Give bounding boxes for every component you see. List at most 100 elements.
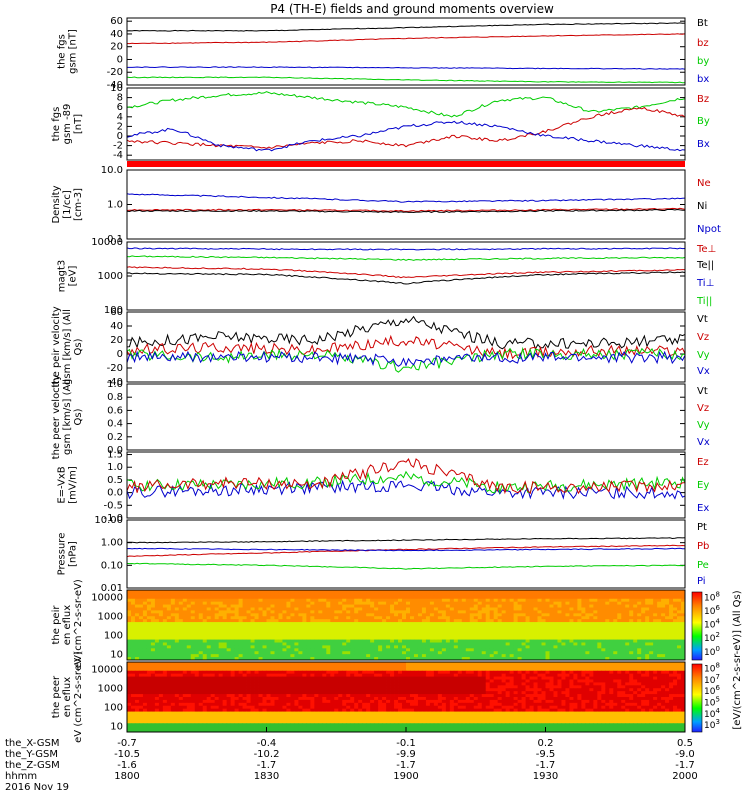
spectro-cell <box>346 639 351 643</box>
spectro-cell <box>657 667 662 672</box>
spectro-cell <box>673 667 678 672</box>
spectro-cell <box>314 657 319 661</box>
spectro-cell <box>334 639 339 643</box>
spectro-cell <box>194 616 200 620</box>
spectro-cell <box>362 642 367 646</box>
spectro-cell <box>457 619 463 623</box>
spectro-cell <box>497 604 503 608</box>
spectro-cell <box>366 662 371 666</box>
series-line-Bx <box>126 120 686 152</box>
spectro-cell <box>649 592 654 597</box>
spectro-cell <box>190 662 196 666</box>
spectro-cell <box>218 601 224 605</box>
spectro-cell <box>605 688 610 692</box>
spectro-cell <box>406 688 411 692</box>
spectro-cell <box>457 592 463 597</box>
spectro-cell <box>354 636 359 640</box>
spectro-cell <box>481 633 487 638</box>
spectro-cell <box>130 607 136 611</box>
spectro-cell <box>441 645 447 649</box>
spectro-cell <box>473 601 479 605</box>
spectro-cell <box>246 613 251 617</box>
spectro-cell <box>617 667 622 672</box>
series-line-Pe <box>126 562 686 570</box>
spectro-cell <box>274 636 279 640</box>
spectro-cell <box>629 604 634 608</box>
spectro-cell <box>158 613 164 617</box>
spectro-cell <box>585 682 590 686</box>
spectro-cell <box>553 688 558 692</box>
spectro-cell <box>457 595 463 600</box>
spectro-cell <box>262 630 267 635</box>
spectro-cell <box>433 679 439 683</box>
spectro-cell <box>589 662 594 666</box>
spectro-cell <box>569 688 574 692</box>
spectro-cell <box>469 688 475 692</box>
spectro-cell <box>358 604 363 608</box>
spectro-cell <box>278 607 283 611</box>
spectro-cell <box>210 657 216 661</box>
spectro-cell <box>330 607 335 611</box>
ytick-label: 60 <box>110 16 123 27</box>
spectro-cell <box>390 654 395 658</box>
spectro-cell <box>477 676 483 680</box>
spectro-cell <box>370 642 375 646</box>
spectro-cell <box>298 651 303 655</box>
spectro-cell <box>230 664 236 669</box>
spectro-cell <box>481 667 487 672</box>
spectro-cell <box>521 595 526 600</box>
spectro-cell <box>322 601 327 605</box>
spectro-cell <box>338 622 343 626</box>
spectro-cell <box>557 676 562 680</box>
spectro-cell <box>657 592 662 597</box>
spectro-cell <box>262 639 267 643</box>
spectro-cell <box>314 598 319 603</box>
spectro-cell <box>406 616 411 620</box>
spectro-cell <box>278 670 283 675</box>
spectro-cell <box>362 630 367 635</box>
spectro-cell <box>437 598 443 603</box>
spectro-cell <box>170 604 176 608</box>
spectro-cell <box>386 639 391 643</box>
spectro-cell <box>146 642 152 646</box>
spectro-cell <box>593 657 598 661</box>
spectro-cell <box>653 670 658 675</box>
spectro-cell <box>234 654 239 658</box>
spectro-cell <box>162 654 168 658</box>
spectro-cell <box>338 645 343 649</box>
spectro-cell <box>493 648 499 652</box>
spectro-cell <box>625 610 630 614</box>
spectro-cell <box>338 667 343 672</box>
spectro-cell <box>513 592 518 597</box>
spectro-cell <box>326 595 331 600</box>
spectro-cell <box>186 682 192 686</box>
spectro-cell <box>282 604 287 608</box>
spectro-cell <box>386 657 391 661</box>
spectro-cell <box>485 673 491 677</box>
spectro-cell <box>477 610 483 614</box>
spectro-cell <box>509 662 515 666</box>
spectro-cell <box>298 610 303 614</box>
spectro-cell <box>394 679 399 683</box>
spectro-cell <box>130 654 136 658</box>
spectro-cell <box>142 595 148 600</box>
spectro-cell <box>633 592 638 597</box>
spectro-cell <box>202 685 208 689</box>
spectro-cell <box>513 645 518 649</box>
spectro-cell <box>497 613 503 617</box>
spectro-cell <box>601 619 606 623</box>
spectro-cell <box>593 651 598 655</box>
spectro-cell <box>601 625 606 629</box>
spectro-cell <box>162 676 168 680</box>
spectro-cell <box>138 642 144 646</box>
spectro-cell <box>665 657 670 661</box>
spectro-cell <box>681 616 686 620</box>
spectro-cell <box>226 622 232 626</box>
spectro-cell <box>314 622 319 626</box>
spectro-cell <box>262 664 267 669</box>
spectro-cell <box>665 639 670 643</box>
spectro-cell <box>158 598 164 603</box>
spectro-cell <box>330 648 335 652</box>
spectro-cell <box>218 676 224 680</box>
spectro-cell <box>409 679 415 683</box>
